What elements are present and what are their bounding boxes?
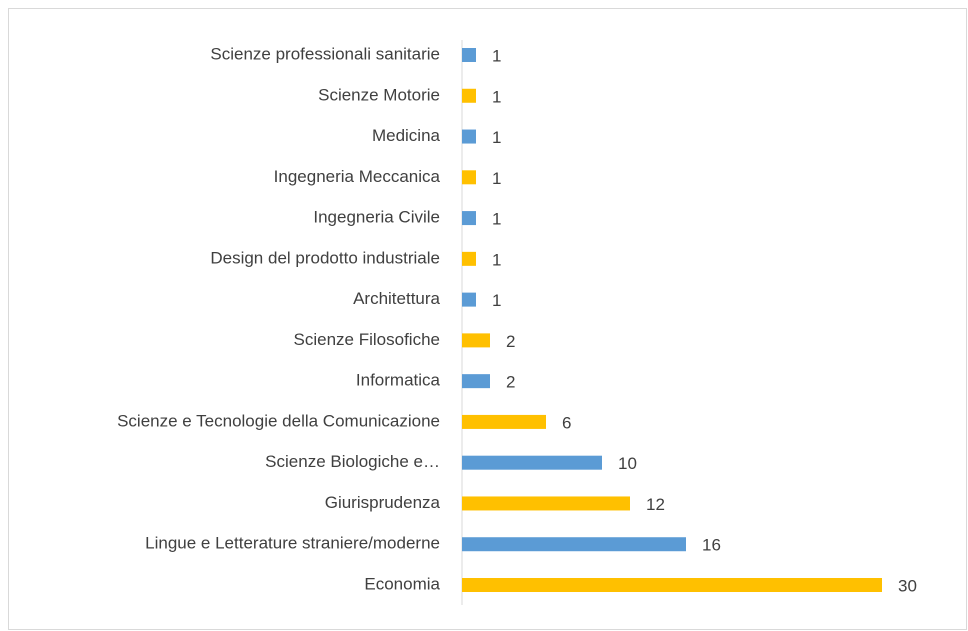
- bar: [462, 48, 476, 62]
- value-label: 1: [492, 128, 501, 147]
- value-label: 1: [492, 291, 501, 310]
- bar: [462, 414, 546, 429]
- category-label: Scienze Filosofiche: [294, 330, 440, 349]
- category-label: Scienze professionali sanitarie: [210, 44, 440, 63]
- category-label: Scienze Biologiche e…: [265, 452, 440, 471]
- value-label: 1: [492, 210, 501, 229]
- chart-border: [8, 8, 967, 630]
- bar: [462, 333, 490, 348]
- value-label: 2: [506, 332, 515, 351]
- category-label: Informatica: [356, 371, 441, 390]
- bar: [462, 496, 630, 511]
- bar: [462, 537, 686, 552]
- category-label: Scienze Motorie: [318, 85, 440, 104]
- bar: [462, 578, 882, 592]
- category-label: Ingegneria Meccanica: [274, 167, 441, 186]
- value-label: 1: [492, 169, 501, 188]
- category-label: Lingue e Letterature straniere/moderne: [145, 534, 440, 553]
- category-label: Economia: [364, 574, 440, 593]
- category-label: Architettura: [353, 289, 440, 308]
- bar: [462, 292, 476, 307]
- bar: [462, 170, 476, 185]
- bar: [462, 251, 476, 266]
- category-label: Design del prodotto industriale: [210, 248, 440, 267]
- value-label: 30: [898, 576, 917, 595]
- category-label: Ingegneria Civile: [313, 208, 440, 227]
- value-label: 10: [618, 454, 637, 473]
- bar: [462, 374, 490, 389]
- category-label: Medicina: [372, 126, 441, 145]
- bar: [462, 129, 476, 144]
- bar: [462, 88, 476, 103]
- value-label: 1: [492, 250, 501, 269]
- value-label: 1: [492, 46, 501, 65]
- value-label: 2: [506, 373, 515, 392]
- value-label: 6: [562, 413, 571, 432]
- bar: [462, 211, 476, 226]
- value-label: 1: [492, 87, 501, 106]
- value-label: 16: [702, 536, 721, 555]
- bar: [462, 455, 602, 470]
- category-label: Scienze e Tecnologie della Comunicazione: [117, 411, 440, 430]
- value-label: 12: [646, 495, 665, 514]
- category-label: Giurisprudenza: [325, 493, 441, 512]
